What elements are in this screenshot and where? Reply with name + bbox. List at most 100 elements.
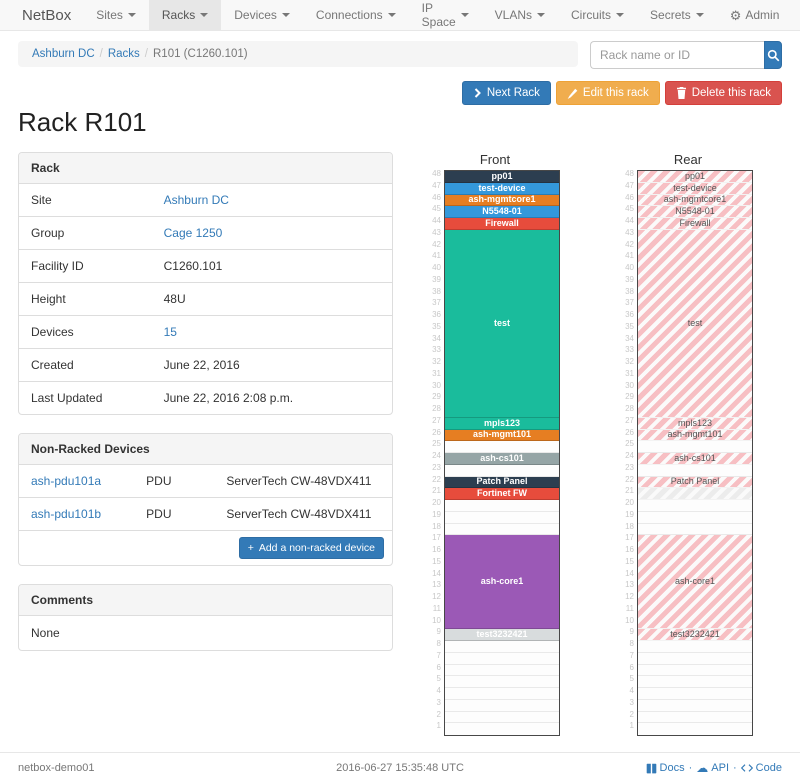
rack-slot-test[interactable]: test [445,229,559,418]
front-elevation: 48 47 46 45 44 43 42 41 40 39 38 37 36 35 34 33 32 31 30 29… [430,152,560,736]
rack-slot-ash-cs101[interactable]: ash-cs101 [445,453,559,465]
rear-rack: pp01 test-device ash-mgmtcore1 N5548-01 Fire… [637,170,753,736]
main-menu: Sites Racks Devices Connections IP Space VLAN… [83,0,717,30]
unit-number: 22 [432,474,441,484]
attr-value-link[interactable]: Cage 1250 [163,226,223,240]
caret-down-icon [387,13,396,17]
unit-number: 30 [625,380,634,390]
comments-panel: Comments None [18,584,393,651]
rack-slot-pp01[interactable]: pp01 [445,171,559,183]
nav-item-label: Racks [161,8,196,22]
nav-item-sites[interactable]: Sites [83,0,149,30]
unit-number: 13 [625,580,634,590]
unit-number: 20 [625,498,634,507]
rack-slot-empty [638,641,752,653]
unit-number: 8 [629,639,634,648]
rack-slot-ash-core1[interactable]: ash-core1 [445,535,559,630]
page-footer: netbox-demo01 2016-06-27 15:35:48 UTC Do… [0,752,800,783]
rack-slot-label: ash-mgmt101 [667,429,723,440]
nav-item-vlans[interactable]: VLANs [482,0,558,30]
unit-number: 9 [436,627,441,637]
search-button[interactable] [764,41,782,69]
rack-search-input[interactable] [590,41,764,69]
nav-item-devices[interactable]: Devices [221,0,303,30]
unit-number: 19 [625,509,634,519]
rack-slot-empty [638,500,752,512]
footer-link-docs[interactable]: Docs [646,762,685,774]
breadcrumb-separator: / [144,48,148,60]
unit-number: 13 [432,580,441,590]
rack-slot-empty [445,711,559,724]
device-name-cell: ash-pdu101a [31,474,146,488]
rack-slot-test-device[interactable]: test-device [445,182,559,195]
table-row: Site Ashburn DC [19,184,392,216]
nav-item-profile[interactable]: Profile [792,0,800,30]
footer-link-code[interactable]: Code [740,762,782,774]
rack-slot-label: test-device [478,182,526,193]
footer-link-label: Docs [659,762,685,774]
unit-number: 34 [625,333,634,343]
edit-rack-button[interactable]: Edit this rack [555,81,660,105]
caret-down-icon [695,13,704,17]
breadcrumb-item[interactable]: Ashburn DC [32,48,95,60]
rack-info-panel: Rack Site Ashburn DC Group Cage 1250 Facilit… [18,152,393,415]
unit-number: 48 [432,169,441,178]
nav-item-circuits[interactable]: Circuits [558,0,637,30]
rack-slot-empty [638,441,752,453]
rack-slot-label: test3232421 [476,629,528,640]
rack-slot-firewall[interactable]: Firewall [445,218,559,230]
delete-rack-button[interactable]: Delete this rack [664,81,782,105]
add-nonracked-device-button[interactable]: + Add a non-racked device [238,537,384,559]
attr-label: Devices [31,325,74,339]
unit-number: 24 [432,451,441,460]
unit-number: 38 [432,286,441,296]
user-menu: ⚙AdminProfileLog out [717,0,800,30]
breadcrumb-item[interactable]: Racks [107,48,140,60]
rack-slot-patch-panel[interactable]: Patch Panel [445,476,559,489]
unit-number: 41 [432,251,441,261]
unit-number: 29 [625,392,634,402]
device-link[interactable]: ash-pdu101b [31,507,102,521]
next-rack-label: Next Rack [486,87,540,99]
unit-number: 28 [432,404,441,413]
rack-slot-empty [638,464,752,477]
unit-number: 4 [436,686,441,695]
attr-value-link[interactable]: 15 [163,325,177,339]
nav-item-ip-space[interactable]: IP Space [409,0,482,30]
rack-slot-mpls123[interactable]: mpls123 [445,417,559,430]
unit-number: 6 [436,662,441,672]
unit-number: 40 [432,263,441,272]
nav-item-label: Sites [96,8,123,22]
rack-slot-empty [638,511,752,524]
rack-slot-n5548-01[interactable]: N5548-01 [445,206,559,218]
rack-slot-empty [638,676,752,688]
unit-number: 37 [432,298,441,308]
app-brand[interactable]: NetBox [22,6,72,24]
rack-slot-label: ash-core1 [480,576,524,587]
nav-item-secrets[interactable]: Secrets [637,0,717,30]
unit-number: 18 [432,521,441,531]
rack-slot-test-device: test-device [638,182,752,195]
device-link[interactable]: ash-pdu101a [31,474,102,488]
rack-slot-fortinet-fw[interactable]: Fortinet FW [445,488,559,500]
rack-slot-test3232421[interactable]: test3232421 [445,629,559,641]
nav-item-connections[interactable]: Connections [303,0,409,30]
delete-rack-label: Delete this rack [691,87,771,99]
nav-item-admin[interactable]: ⚙ Admin [717,0,793,30]
unit-number: 33 [625,345,634,355]
unit-number: 25 [432,439,441,449]
rack-slot-ash-mgmt101[interactable]: ash-mgmt101 [445,429,559,442]
attr-value-link[interactable]: Ashburn DC [163,193,229,207]
rack-slot-label: test [687,317,703,328]
rack-slot-ash-cs101: ash-cs101 [638,453,752,465]
rack-slot-ash-mgmtcore1[interactable]: ash-mgmtcore1 [445,194,559,207]
next-rack-button[interactable]: Next Rack [461,81,551,105]
nav-item-label: Connections [315,8,383,22]
unit-number: 15 [432,556,441,566]
footer-link-api[interactable]: ☁ API [696,762,729,774]
device-model-cell: ServerTech CW-48VDX411 [226,507,372,521]
unit-number: 2 [629,709,634,719]
unit-number: 47 [625,180,634,190]
rack-slot-label: mpls123 [483,417,521,428]
nav-item-racks[interactable]: Racks [148,0,222,30]
